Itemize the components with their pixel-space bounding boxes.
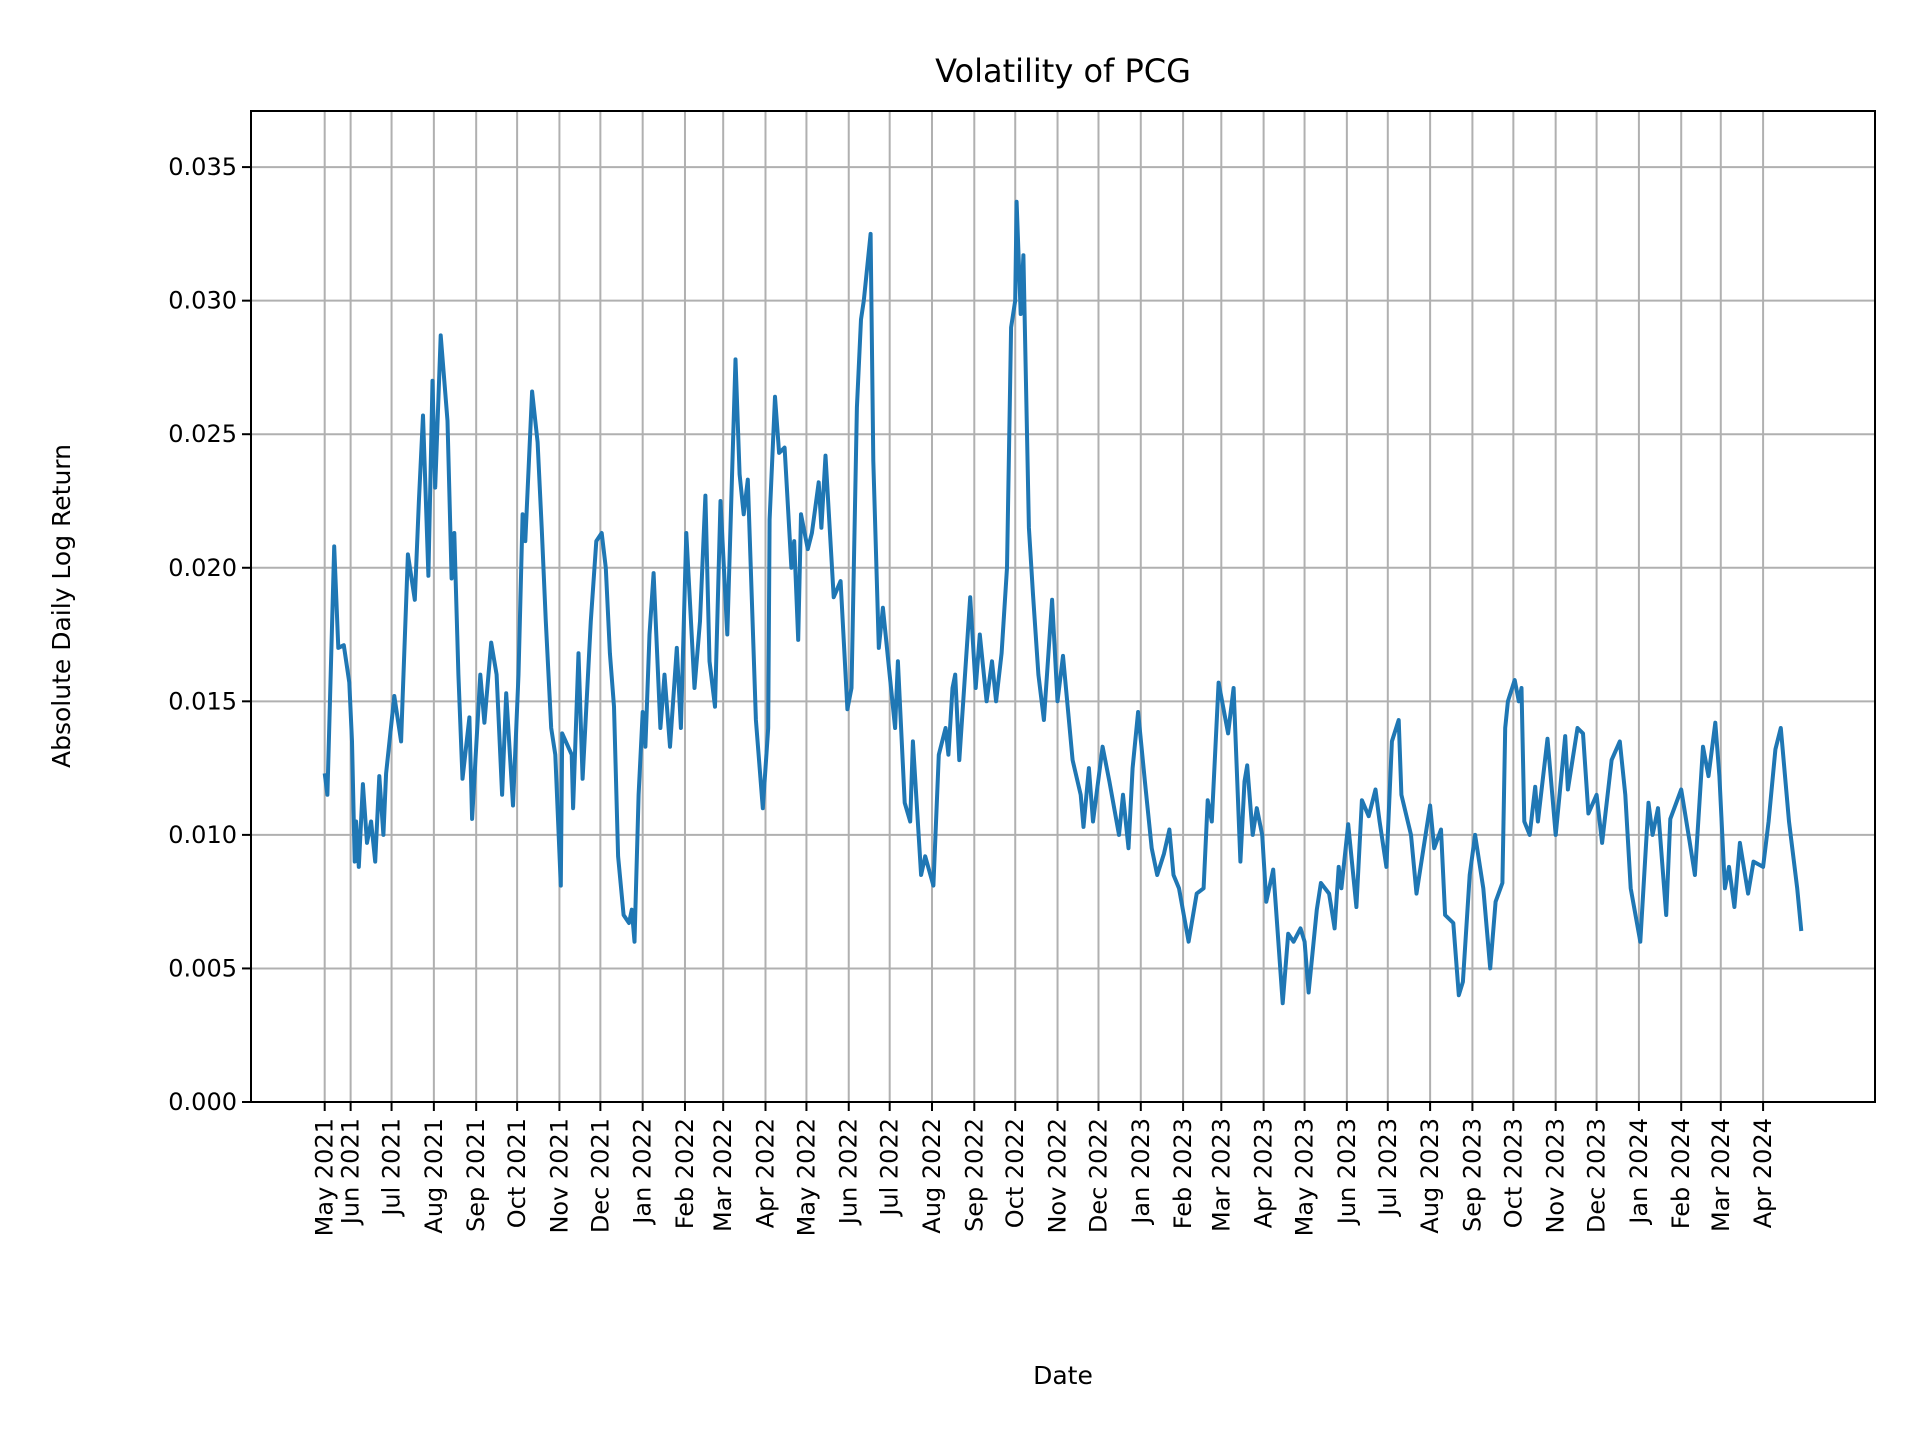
x-tick-label: Mar 2023 <box>1207 1118 1235 1232</box>
x-tick-label: Apr 2023 <box>1250 1118 1278 1228</box>
y-tick-label: 0.015 <box>168 687 237 715</box>
x-tick-label: Jun 2022 <box>835 1118 863 1226</box>
ticks: 0.000 0.005 0.010 0.015 0.020 0.025 0.030 0.035… <box>168 153 1777 1236</box>
x-tick-label: Dec 2021 <box>586 1118 614 1233</box>
x-tick-label: Jan 2024 <box>1625 1118 1653 1226</box>
x-tick-label: May 2021 <box>311 1118 339 1236</box>
x-tick-label: Oct 2021 <box>503 1118 531 1228</box>
x-tick-label: Jun 2023 <box>1333 1118 1361 1226</box>
axes-frame <box>250 110 1876 1103</box>
x-tick-label: Feb 2024 <box>1667 1118 1695 1229</box>
series-layer <box>322 199 1804 1006</box>
y-tick-label: 0.010 <box>168 821 237 849</box>
x-tick-label: Aug 2022 <box>918 1118 946 1234</box>
x-tick-label: Jan 2022 <box>629 1118 657 1226</box>
y-tick-label: 0.020 <box>168 554 237 582</box>
x-tick-label: Jul 2022 <box>876 1118 904 1218</box>
x-tick-label: Oct 2023 <box>1499 1118 1527 1228</box>
y-axis-label: Absolute Daily Log Return <box>47 444 76 768</box>
x-tick-label: Mar 2024 <box>1707 1118 1735 1232</box>
x-tick-label: Sep 2022 <box>960 1118 988 1232</box>
series-line <box>322 199 1804 1006</box>
x-tick-label: Sep 2023 <box>1458 1118 1486 1232</box>
x-tick-label: Jun 2021 <box>337 1118 365 1226</box>
x-tick-label: Feb 2023 <box>1169 1118 1197 1229</box>
x-tick-label: May 2023 <box>1291 1118 1319 1236</box>
y-tick-label: 0.000 <box>168 1088 237 1116</box>
x-tick-label: May 2022 <box>792 1118 820 1236</box>
chart-title: Volatility of PCG <box>935 52 1191 90</box>
grid <box>251 111 1875 1103</box>
x-tick-label: Feb 2022 <box>671 1118 699 1229</box>
x-tick-label: Oct 2022 <box>1001 1118 1029 1228</box>
x-tick-label: Mar 2022 <box>709 1118 737 1232</box>
x-tick-label: Jan 2023 <box>1127 1118 1155 1226</box>
x-tick-label: Apr 2024 <box>1749 1118 1777 1228</box>
x-tick-label: Apr 2022 <box>751 1118 779 1228</box>
y-tick-label: 0.025 <box>168 420 237 448</box>
y-tick-label: 0.030 <box>168 287 237 315</box>
x-tick-label: Jul 2023 <box>1374 1118 1402 1218</box>
x-tick-label: Nov 2022 <box>1044 1118 1072 1234</box>
x-axis-label: Date <box>1033 1361 1093 1390</box>
y-tick-label: 0.005 <box>168 954 237 982</box>
x-tick-label: Jul 2021 <box>378 1118 406 1218</box>
x-tick-label: Nov 2021 <box>545 1118 573 1234</box>
x-tick-label: Dec 2022 <box>1084 1118 1112 1233</box>
x-tick-label: Aug 2021 <box>420 1118 448 1234</box>
x-tick-label: Dec 2023 <box>1583 1118 1611 1233</box>
x-tick-label: Nov 2023 <box>1542 1118 1570 1234</box>
x-tick-label: Aug 2023 <box>1416 1118 1444 1234</box>
x-tick-label: Sep 2021 <box>462 1118 490 1232</box>
y-tick-label: 0.035 <box>168 153 237 181</box>
